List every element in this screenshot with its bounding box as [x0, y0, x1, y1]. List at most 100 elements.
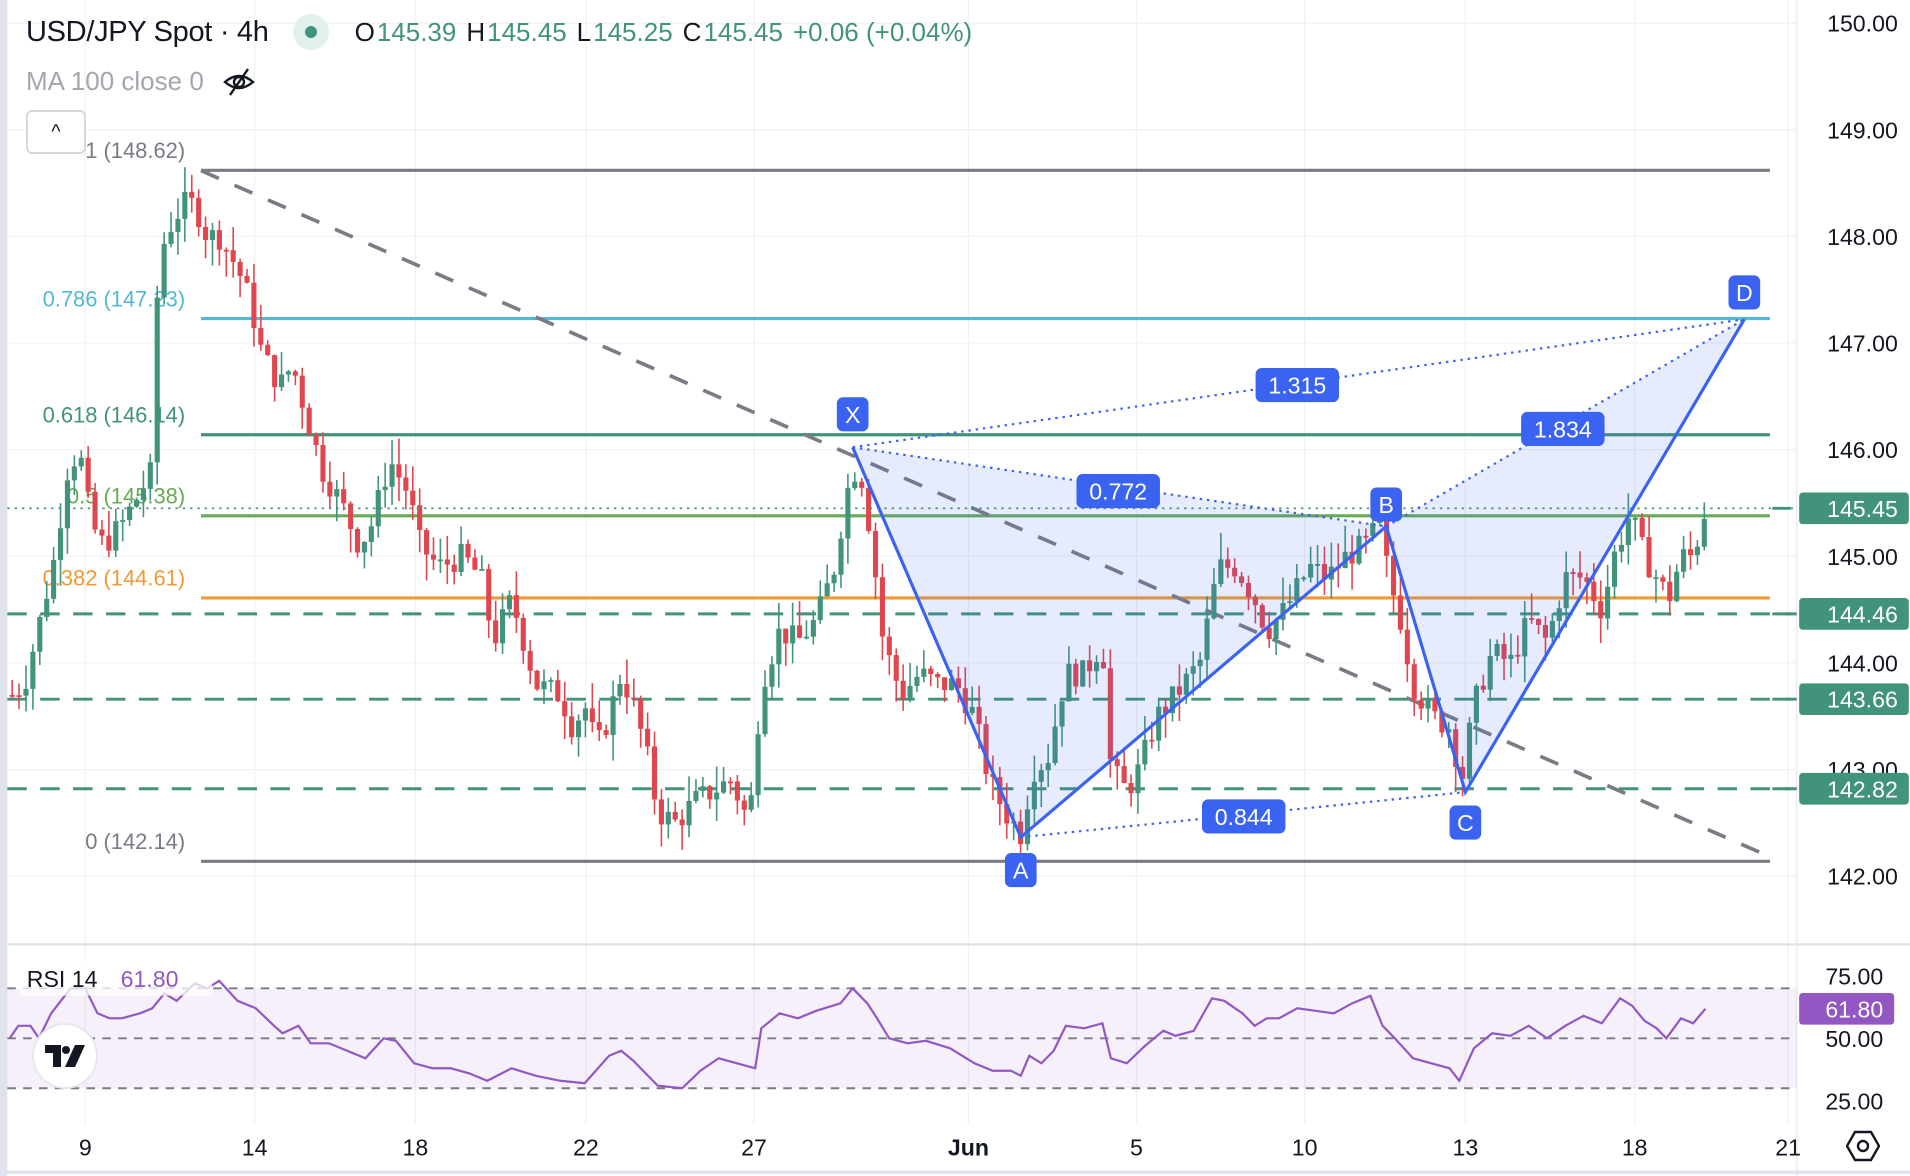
- candle-body: [106, 535, 112, 551]
- candle-body: [810, 620, 816, 637]
- rsi-value-badge-label: 61.80: [1825, 996, 1883, 1022]
- rsi-legend-title[interactable]: RSI 14: [27, 966, 98, 992]
- downtrend-line[interactable]: [200, 168, 1771, 859]
- price-badge[interactable]: [1799, 772, 1909, 805]
- price-badge[interactable]: [1799, 683, 1909, 716]
- candle-body: [1508, 654, 1514, 659]
- ratio-tag-1315[interactable]: [1255, 368, 1340, 403]
- candle-body: [1404, 629, 1410, 665]
- ratio-tag-0772-label: 0.772: [1089, 479, 1147, 505]
- candle-body: [9, 694, 15, 697]
- price-badge-label: 144.46: [1827, 601, 1898, 627]
- symbol-title[interactable]: USD/JPY Spot · 4h: [26, 15, 269, 48]
- candle-body: [244, 275, 250, 283]
- candle-body: [57, 528, 64, 560]
- candle-body: [1639, 517, 1645, 537]
- ma-indicator-label[interactable]: MA 100 close 0: [26, 66, 204, 96]
- point-tag-d-label: D: [1736, 280, 1753, 306]
- candle-body: [1591, 581, 1597, 602]
- candle-body: [341, 489, 347, 504]
- candle-body: [1515, 654, 1521, 657]
- candle-body: [1611, 551, 1618, 587]
- tradingview-logo-icon[interactable]: [34, 1025, 96, 1087]
- candle-body: [265, 344, 271, 356]
- rsi-legend-bg: [19, 961, 212, 996]
- candle-body: [499, 609, 506, 644]
- price-change: +0.06 (+0.04%): [792, 16, 973, 47]
- candle-body: [907, 685, 913, 700]
- candle-body: [493, 620, 499, 644]
- candle-body: [154, 297, 160, 463]
- candle-body: [403, 477, 409, 491]
- point-tag-c[interactable]: [1449, 805, 1482, 840]
- candle-body: [140, 488, 146, 500]
- price-axis-label: 144.00: [1827, 650, 1898, 676]
- price-axis-label: 146.00: [1827, 437, 1898, 463]
- point-tag-a[interactable]: [1004, 853, 1037, 888]
- legend-header: USD/JPY Spot · 4h O145.39 H145.45 L145.2…: [26, 14, 982, 50]
- hidden-eye-icon[interactable]: [222, 67, 256, 97]
- ratio-tag-1834[interactable]: [1521, 411, 1605, 447]
- candle-body: [1266, 627, 1272, 640]
- point-tag-b[interactable]: [1370, 487, 1403, 522]
- candle-body: [1432, 699, 1438, 712]
- candle-body: [1605, 586, 1611, 619]
- candle-body: [962, 688, 968, 714]
- collapse-legend-button[interactable]: ^: [26, 110, 86, 154]
- price-badge[interactable]: [1799, 492, 1909, 525]
- candles: [9, 167, 1707, 855]
- pattern-triangle-xab: [852, 447, 1387, 838]
- candle-body: [1059, 701, 1065, 727]
- candle-body: [582, 708, 588, 721]
- price-badge-label: 142.82: [1827, 776, 1898, 802]
- candle-body: [527, 650, 533, 671]
- candle-body: [1625, 518, 1631, 546]
- candle-body: [334, 489, 340, 497]
- candle-body: [1522, 618, 1528, 657]
- time-axis-label: 14: [242, 1134, 268, 1160]
- candle-body: [1570, 572, 1576, 574]
- candle-body: [472, 557, 478, 570]
- time-axis-label: 9: [79, 1134, 92, 1160]
- candle-body: [396, 464, 402, 478]
- candle-body: [161, 243, 167, 298]
- price-badge[interactable]: [1799, 598, 1909, 630]
- settings-gear-icon[interactable]: [1846, 1129, 1880, 1163]
- point-tag-d[interactable]: [1728, 275, 1761, 310]
- candle-body: [886, 636, 892, 656]
- candle-body: [1093, 662, 1100, 672]
- candle-body: [216, 230, 222, 250]
- candle-body: [444, 559, 450, 565]
- candle-body: [872, 530, 879, 578]
- candle-body: [1294, 578, 1300, 602]
- candle-body: [859, 481, 865, 488]
- ratio-tag-0772[interactable]: [1076, 474, 1160, 509]
- candle-body: [1066, 663, 1072, 702]
- candle-body: [838, 538, 844, 575]
- pattern-ratio-line: [1020, 791, 1466, 839]
- candle-body: [1425, 699, 1431, 709]
- point-tag-x[interactable]: [836, 397, 869, 432]
- rsi-value-badge[interactable]: [1799, 992, 1895, 1025]
- candle-body: [1542, 624, 1549, 638]
- time-axis-label: Jun: [948, 1134, 989, 1160]
- candle-body: [1197, 659, 1203, 667]
- ratio-tag-0844[interactable]: [1201, 799, 1286, 834]
- candle-body: [209, 230, 216, 241]
- candle-body: [424, 530, 430, 555]
- candle-body: [1556, 608, 1562, 621]
- candle-body: [589, 708, 595, 723]
- candle-body: [1280, 603, 1286, 620]
- candle-body: [845, 488, 851, 539]
- candle-body: [534, 670, 540, 690]
- candle-body: [645, 728, 651, 747]
- fib-label-1: 1 (148.62): [85, 138, 185, 163]
- time-axis-label: 22: [573, 1134, 599, 1160]
- candle-body: [389, 464, 395, 487]
- left-edge: [0, 0, 8, 1176]
- candle-body: [727, 781, 734, 784]
- rsi-line[interactable]: [8, 979, 1707, 1090]
- candle-body: [133, 499, 140, 507]
- candle-body: [313, 434, 319, 446]
